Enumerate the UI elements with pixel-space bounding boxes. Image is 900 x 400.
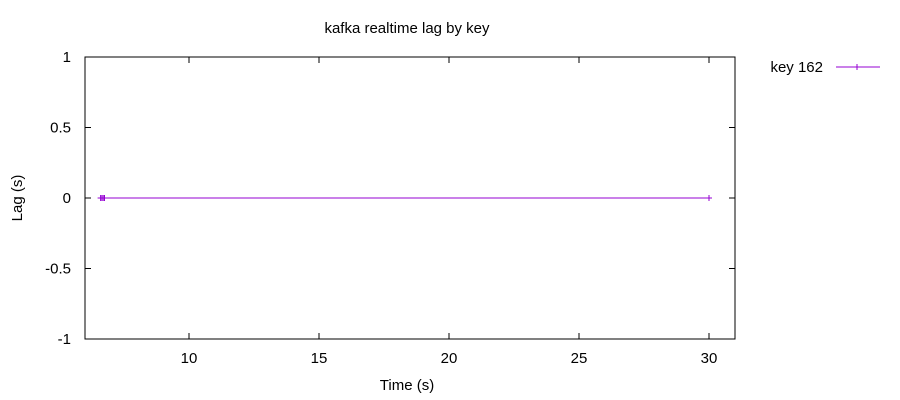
data-point	[101, 195, 108, 201]
y-tick-label: 0.5	[50, 120, 71, 137]
y-tick-label: 1	[63, 49, 71, 66]
y-axis-ticks: 1 0.5 0 -0.5 -1	[45, 49, 735, 348]
x-tick-label: 20	[441, 350, 458, 367]
x-tick-label: 30	[701, 350, 718, 367]
x-tick-label: 15	[311, 350, 328, 367]
x-tick-label: 25	[571, 350, 588, 367]
chart-title: kafka realtime lag by key	[324, 20, 490, 37]
x-axis-label: Time (s)	[380, 377, 434, 394]
y-tick-label: -0.5	[45, 261, 71, 278]
y-tick-label: -1	[58, 331, 71, 348]
data-point	[706, 195, 712, 201]
y-tick-label: 0	[63, 190, 71, 207]
legend-marker-key-162	[854, 64, 860, 70]
y-axis-label: Lag (s)	[9, 175, 26, 222]
legend: key 162	[770, 59, 880, 76]
x-axis-ticks: 10 15 20 25 30	[181, 57, 718, 367]
legend-label-key-162: key 162	[770, 59, 823, 76]
x-tick-label: 10	[181, 350, 198, 367]
series-layer	[97, 195, 712, 201]
